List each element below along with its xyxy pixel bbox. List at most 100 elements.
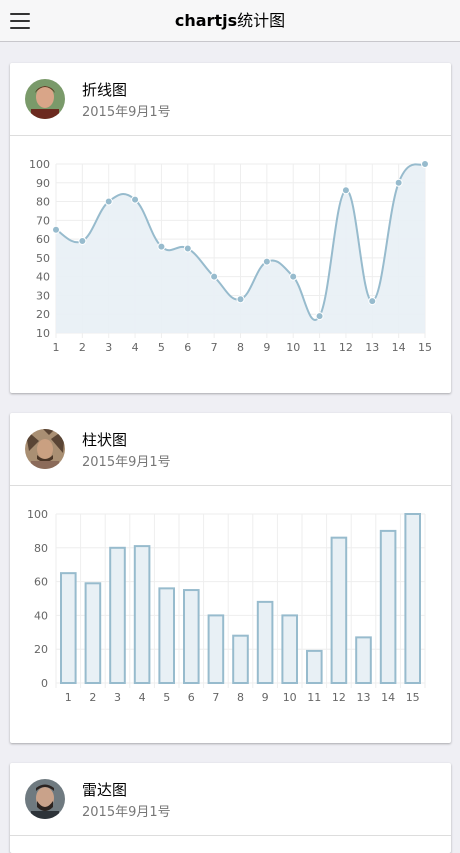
data-point — [131, 195, 140, 204]
bar — [60, 572, 77, 684]
x-tick-label: 7 — [212, 691, 219, 704]
y-tick-label: 100 — [27, 508, 48, 521]
bar-chart-area: 0 20 40 60 80 100 1 2 3 4 5 6 7 8 9 10 11 12 13 14 15 — [10, 486, 451, 740]
avatar — [25, 79, 65, 119]
y-tick-label: 70 — [36, 214, 50, 227]
card-date: 2015年9月1号 — [82, 455, 171, 470]
data-point — [289, 272, 298, 281]
data-point — [394, 178, 403, 187]
x-tick-label: 13 — [357, 691, 371, 704]
bar — [256, 600, 274, 684]
bar — [281, 614, 298, 684]
x-tick-label: 11 — [313, 341, 327, 354]
bar — [84, 582, 102, 684]
radar-chart-card: 雷达图 2015年9月1号 — [10, 763, 451, 853]
y-tick-label: 100 — [29, 158, 50, 171]
y-tick-label: 20 — [34, 643, 48, 656]
page-title-bold: chartjs — [174, 11, 238, 30]
data-point — [341, 186, 350, 195]
bar — [109, 546, 126, 684]
x-tick-label: 12 — [339, 341, 353, 354]
data-point — [368, 297, 377, 306]
bar-chart-card: 柱状图 2015年9月1号 0 20 40 60 80 100 1 2 3 4 5 6 7 8 9 10 11 1… — [10, 413, 451, 743]
bar — [158, 587, 175, 684]
avatar — [25, 779, 65, 819]
bar — [183, 589, 200, 684]
data-point — [236, 295, 245, 304]
x-tick-label: 5 — [163, 691, 170, 704]
x-tick-label: 3 — [105, 341, 112, 354]
top-navigation-bar: chartjs统计图 — [0, 0, 460, 42]
y-tick-label: 60 — [36, 233, 50, 246]
x-tick-label: 3 — [114, 691, 121, 704]
x-tick-label: 13 — [365, 341, 379, 354]
card-header: 折线图 2015年9月1号 — [10, 63, 451, 136]
x-tick-label: 10 — [283, 691, 297, 704]
bar — [232, 634, 249, 684]
x-tick-label: 6 — [188, 691, 195, 704]
y-tick-label: 90 — [36, 177, 50, 190]
x-tick-label: 5 — [158, 341, 165, 354]
data-point — [315, 312, 324, 321]
x-tick-label: 7 — [211, 341, 218, 354]
data-point — [157, 242, 166, 251]
x-tick-label: 10 — [286, 341, 300, 354]
bar — [133, 545, 151, 684]
y-tick-label: 80 — [36, 196, 50, 209]
card-header: 柱状图 2015年9月1号 — [10, 413, 451, 486]
card-date: 2015年9月1号 — [82, 105, 171, 120]
card-title: 雷达图 — [82, 781, 128, 799]
page-title-rest: 统计图 — [237, 11, 286, 30]
y-tick-label: 40 — [36, 271, 50, 284]
data-point — [183, 244, 192, 253]
x-tick-label: 9 — [263, 341, 270, 354]
y-tick-label: 80 — [34, 542, 48, 555]
y-tick-label: 30 — [36, 289, 50, 302]
bar — [330, 536, 348, 684]
bar — [306, 649, 323, 684]
bar — [207, 614, 225, 684]
y-tick-label: 50 — [36, 252, 50, 265]
line-chart-area: 10 20 30 40 50 60 70 80 90 100 1 2 3 4 5 6 7 8 9 10 11 12 13 14… — [10, 136, 451, 390]
x-tick-label: 11 — [307, 691, 321, 704]
x-tick-label: 14 — [392, 341, 406, 354]
x-tick-label: 8 — [237, 691, 244, 704]
bar — [355, 636, 372, 684]
menu-icon[interactable] — [10, 13, 30, 29]
data-point — [421, 160, 429, 168]
x-tick-label: 15 — [406, 691, 420, 704]
y-tick-label: 0 — [41, 677, 48, 690]
y-tick-label: 40 — [34, 609, 48, 622]
avatar — [25, 429, 65, 469]
page-title: chartjs统计图 — [0, 0, 460, 42]
bar — [379, 529, 397, 685]
bar — [404, 513, 421, 684]
x-tick-label: 2 — [79, 341, 86, 354]
x-tick-label: 8 — [237, 341, 244, 354]
x-tick-label: 6 — [184, 341, 191, 354]
x-tick-label: 12 — [332, 691, 346, 704]
card-date: 2015年9月1号 — [82, 805, 171, 820]
card-title: 柱状图 — [82, 431, 128, 449]
x-tick-label: 1 — [53, 341, 60, 354]
data-point — [210, 272, 219, 281]
series-area — [56, 164, 425, 333]
line-chart-card: 折线图 2015年9月1号 10 20 30 40 50 60 70 80 90 100 1 2 3 4 5… — [10, 63, 451, 393]
data-point — [262, 257, 271, 266]
x-tick-label: 4 — [132, 341, 139, 354]
y-tick-label: 20 — [36, 308, 50, 321]
x-tick-label: 4 — [139, 691, 146, 704]
data-point — [104, 197, 113, 206]
x-tick-label: 14 — [381, 691, 395, 704]
card-title: 折线图 — [82, 81, 128, 99]
card-header: 雷达图 2015年9月1号 — [10, 763, 451, 836]
x-tick-label: 9 — [262, 691, 269, 704]
x-tick-label: 1 — [65, 691, 72, 704]
x-tick-label: 15 — [418, 341, 432, 354]
data-point — [78, 236, 87, 245]
data-point — [52, 225, 60, 234]
y-tick-label: 10 — [36, 327, 50, 340]
y-tick-label: 60 — [34, 576, 48, 589]
